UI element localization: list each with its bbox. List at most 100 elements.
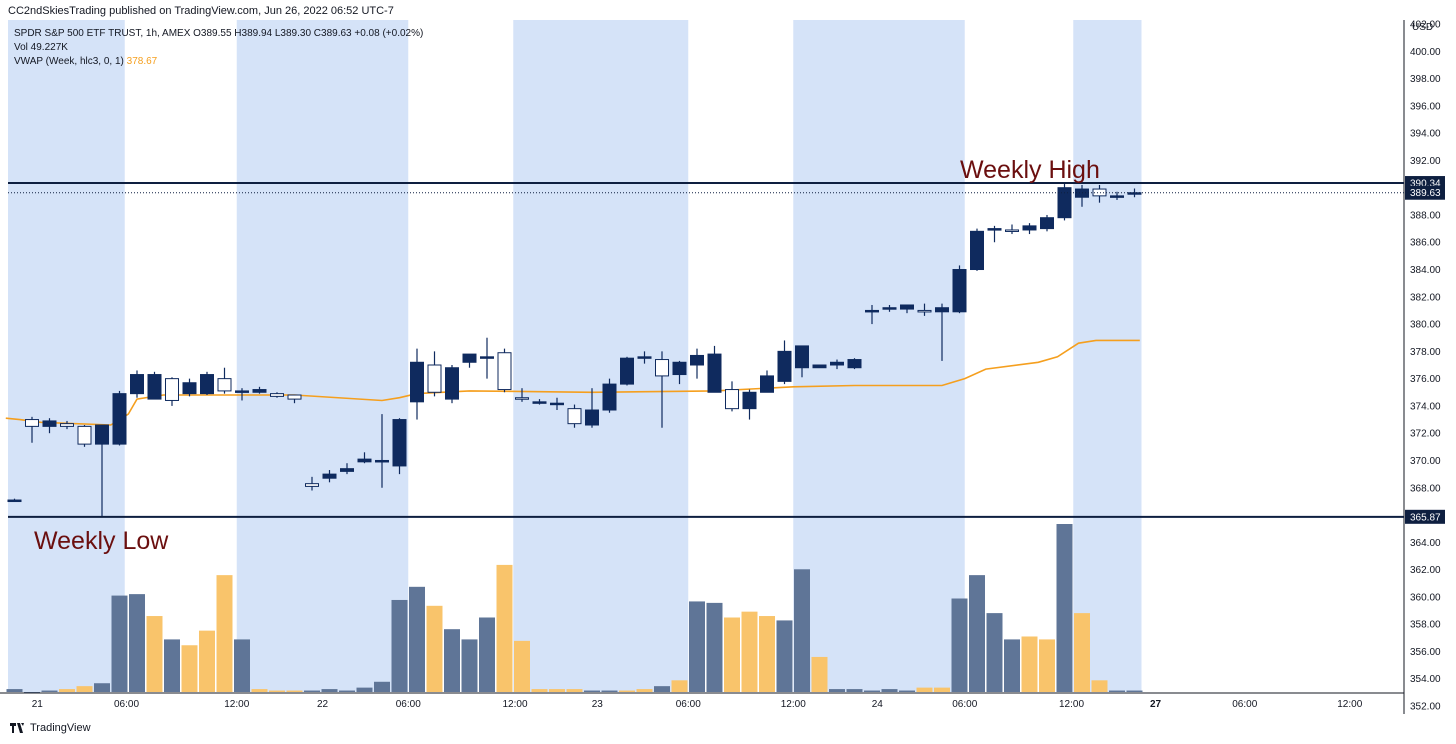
vwap-legend-line: VWAP (Week, hlc3, 0, 1) 378.67 xyxy=(14,55,423,69)
publish-info: CC2ndSkiesTrading published on TradingVi… xyxy=(8,5,394,17)
price-tick-label: 398.00 xyxy=(1410,74,1441,85)
price-tick-label: 386.00 xyxy=(1410,238,1441,249)
candle-body-up xyxy=(672,361,687,376)
volume-bar xyxy=(409,586,425,692)
candle xyxy=(550,397,564,411)
volume-bar xyxy=(549,689,565,692)
volume-bar xyxy=(321,689,338,692)
candle-body-up xyxy=(900,304,914,310)
candle-body-up xyxy=(987,228,1002,231)
candle-body-up xyxy=(130,374,144,395)
candle xyxy=(112,390,127,446)
candle-body-up xyxy=(602,383,617,411)
session-shade xyxy=(1073,20,1142,692)
tradingview-footer: TradingView xyxy=(10,722,91,734)
candle xyxy=(1040,214,1054,232)
time-tick-label: 22 xyxy=(317,699,329,710)
candle xyxy=(900,304,914,314)
candle xyxy=(760,370,774,393)
candle xyxy=(252,386,267,394)
candle xyxy=(882,304,897,312)
candle-body-up xyxy=(550,402,564,406)
time-tick-label: 06:00 xyxy=(676,699,701,710)
candle xyxy=(690,348,704,379)
candle xyxy=(672,360,687,385)
price-tick-label: 354.00 xyxy=(1410,674,1441,685)
volume-bar xyxy=(1091,680,1108,692)
level-price-label: 389.63 xyxy=(1410,188,1441,199)
candle xyxy=(480,337,494,379)
volume-bar xyxy=(864,690,880,692)
volume-bar xyxy=(479,617,495,692)
candle xyxy=(305,476,319,491)
candle xyxy=(777,340,792,385)
volume-bar xyxy=(531,689,548,692)
candle-body-down xyxy=(567,408,582,425)
time-axis[interactable]: 21 06:00 12:00 22 06:00 12:00 23 06:00 12:00 24 06… xyxy=(32,699,1363,710)
vwap-legend-label: VWAP (Week, hlc3, 0, 1) xyxy=(14,56,124,67)
volume-bar xyxy=(584,690,600,692)
time-tick-label: 06:00 xyxy=(114,699,139,710)
candle-body-up xyxy=(585,409,599,426)
candle-body-up xyxy=(340,468,354,472)
candle-body-up xyxy=(1127,192,1142,195)
candle xyxy=(1057,183,1072,221)
volume-bar xyxy=(426,605,443,692)
candle xyxy=(637,351,652,364)
candle xyxy=(812,364,827,369)
volume-bar xyxy=(339,690,355,692)
time-tick-label: 12:00 xyxy=(224,699,249,710)
candle xyxy=(742,389,757,420)
candle xyxy=(567,404,582,428)
candle xyxy=(1127,188,1142,198)
candle xyxy=(532,399,547,405)
candle xyxy=(340,463,354,475)
volume-bar xyxy=(1074,613,1090,692)
volume-bar xyxy=(304,690,320,692)
time-tick-label: 06:00 xyxy=(1232,699,1257,710)
candle-body-down xyxy=(25,419,39,427)
volume-bar xyxy=(654,686,670,692)
weekly-high-annotation: Weekly High xyxy=(960,156,1100,184)
candle xyxy=(952,265,967,314)
volume-bar xyxy=(286,690,303,692)
candle-body-up xyxy=(742,391,757,410)
candle xyxy=(217,367,232,394)
level-price-tag xyxy=(1405,509,1445,524)
candle xyxy=(515,388,529,402)
price-tick-label: 396.00 xyxy=(1410,101,1441,112)
candle-body-up xyxy=(760,375,774,393)
candle-body-up xyxy=(445,367,459,400)
price-tick-label: 372.00 xyxy=(1410,429,1441,440)
time-tick-label: 23 xyxy=(592,699,604,710)
volume-bar xyxy=(251,689,268,692)
candle-body-up xyxy=(252,389,267,393)
candle-body-up xyxy=(200,374,214,395)
time-tick-label: 12:00 xyxy=(1337,699,1362,710)
candle-body-up xyxy=(1057,187,1072,219)
candle xyxy=(235,388,249,401)
volume-bar xyxy=(1039,639,1055,692)
candle xyxy=(462,353,477,368)
chart-frame xyxy=(0,20,1405,714)
volume-bar xyxy=(846,689,863,692)
volume-bar xyxy=(41,690,58,692)
candlestick-series xyxy=(7,183,1142,517)
candle-body-down xyxy=(515,397,529,400)
candle-body-up xyxy=(42,420,57,427)
level-price-tag xyxy=(1405,185,1445,200)
candle xyxy=(42,418,57,434)
time-tick-label: 21 xyxy=(32,699,44,710)
candle xyxy=(1110,191,1124,200)
candle xyxy=(25,416,39,443)
volume-bar xyxy=(794,569,810,692)
volume-bar xyxy=(671,680,688,692)
candle-body-down xyxy=(77,425,92,445)
symbol-ohlc-line: SPDR S&P 500 ETF TRUST, 1h, AMEX O389.55… xyxy=(14,28,424,39)
candle-body-down xyxy=(217,378,232,392)
candle-body-down xyxy=(305,483,319,487)
time-tick-label: 06:00 xyxy=(396,699,421,710)
